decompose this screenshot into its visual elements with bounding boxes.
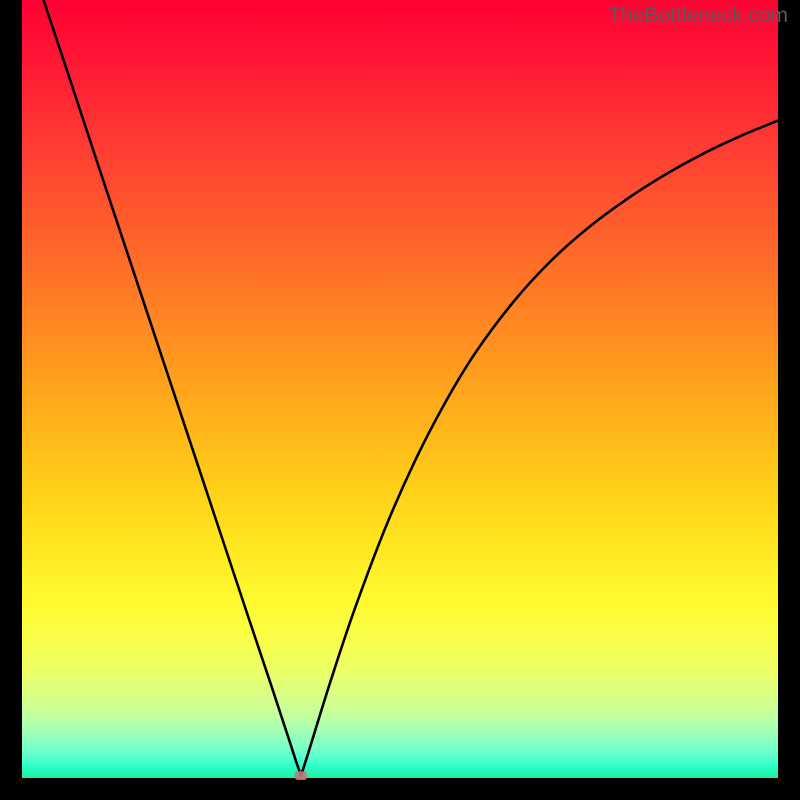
bottleneck-chart: TheBottleneck.com [0,0,800,800]
watermark-text: TheBottleneck.com [608,4,788,28]
chart-canvas [0,0,800,800]
